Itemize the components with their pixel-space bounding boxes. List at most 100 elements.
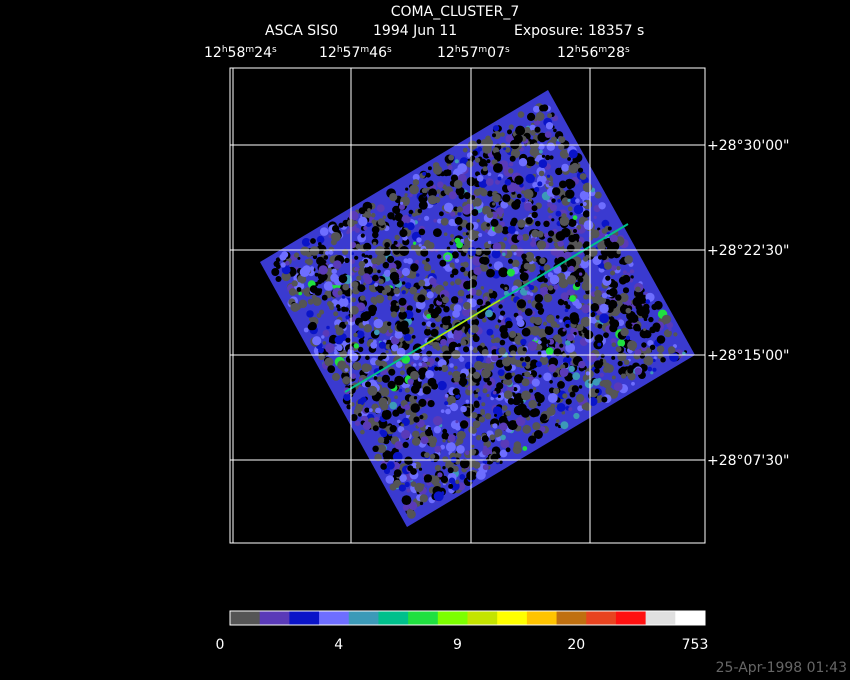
pixel-blob <box>424 328 432 336</box>
pixel-blob <box>372 241 377 246</box>
pixel-blob <box>537 351 542 355</box>
pixel-blob <box>531 211 538 219</box>
pixel-blob <box>474 360 484 371</box>
dec-labels: +28°30'00" +28°22'30" +28°15'00" +28°07'30" <box>707 138 789 469</box>
pixel-blob <box>629 314 639 323</box>
pixel-blob <box>600 249 606 255</box>
pixel-blob <box>486 393 490 397</box>
pixel-blob <box>553 128 557 133</box>
pixel-blob <box>475 249 482 256</box>
pixel-blob <box>302 265 311 274</box>
pixel-blob <box>499 449 508 458</box>
pixel-blob <box>528 399 538 409</box>
pixel-blob <box>291 280 298 287</box>
pixel-blob <box>464 323 471 329</box>
pixel-blob <box>404 404 410 411</box>
pixel-blob <box>517 310 523 315</box>
pixel-blob <box>634 349 642 356</box>
pixel-blob <box>547 393 558 403</box>
pixel-blob <box>514 175 524 185</box>
pixel-blob <box>394 212 404 222</box>
pixel-blob <box>459 474 466 480</box>
pixel-blob <box>482 388 488 394</box>
pixel-blob <box>521 362 527 367</box>
pixel-blob <box>389 401 398 410</box>
pixel-blob <box>367 208 371 212</box>
pixel-blob <box>425 370 434 379</box>
pixel-blob <box>584 330 594 340</box>
pixel-blob <box>605 275 611 281</box>
pixel-blob <box>415 464 420 468</box>
pixel-blob <box>616 266 621 271</box>
pixel-blob <box>441 316 451 326</box>
pixel-blob <box>405 187 409 191</box>
pixel-blob <box>566 258 577 269</box>
pixel-blob <box>533 430 543 439</box>
pixel-blob <box>535 302 543 311</box>
pixel-blob <box>396 321 407 332</box>
pixel-blob <box>595 286 599 290</box>
pixel-blob <box>529 124 536 132</box>
ra-label: 12h58m24s <box>204 45 277 61</box>
pixel-blob <box>522 446 528 451</box>
pixel-blob <box>515 125 526 136</box>
pixel-blob <box>445 408 451 415</box>
pixel-blob <box>425 172 431 178</box>
pixel-blob <box>371 257 378 265</box>
pixel-blob <box>455 425 461 431</box>
pixel-blob <box>508 124 514 130</box>
pixel-blob <box>420 248 429 257</box>
pixel-blob <box>410 317 415 321</box>
pixel-blob <box>350 414 358 422</box>
pixel-blob <box>429 277 437 285</box>
pixel-blob <box>507 233 512 238</box>
pixel-blob <box>575 393 585 403</box>
pixel-blob <box>373 395 380 402</box>
pixel-blob <box>451 268 459 276</box>
pixel-blob <box>455 479 460 484</box>
pixel-blob <box>598 202 606 210</box>
pixel-blob <box>648 316 654 323</box>
pixel-blob <box>454 237 461 244</box>
pixel-blob <box>443 281 449 287</box>
pixel-blob <box>478 233 483 237</box>
ra-label: 12h57m07s <box>437 45 510 61</box>
pixel-blob <box>422 192 427 197</box>
pixel-blob <box>529 147 539 157</box>
pixel-blob <box>418 243 422 247</box>
exposure: Exposure: 18357 s <box>514 23 644 39</box>
pixel-blob <box>450 211 456 217</box>
pixel-blob <box>543 264 551 272</box>
pixel-blob <box>498 315 504 321</box>
pixel-blob <box>487 380 492 386</box>
pixel-blob <box>312 254 318 260</box>
pixel-blob <box>442 296 449 304</box>
pixel-blob <box>449 262 455 268</box>
pixel-blob <box>508 168 514 174</box>
pixel-blob <box>650 371 654 375</box>
pixel-blob <box>505 320 513 329</box>
pixel-blob <box>377 356 382 360</box>
pixel-blob <box>418 467 423 471</box>
pixel-blob <box>643 355 654 366</box>
pixel-blob <box>501 226 510 235</box>
pixel-blob <box>459 356 465 362</box>
pixel-blob <box>545 154 551 161</box>
pixel-blob <box>429 440 436 448</box>
pixel-blob <box>399 246 410 256</box>
pixel-blob <box>536 344 543 351</box>
pixel-blob <box>586 352 597 363</box>
pixel-blob <box>406 488 411 493</box>
pixel-blob <box>475 171 480 177</box>
pixel-blob <box>531 378 540 387</box>
pixel-blob <box>493 152 502 160</box>
pixel-blob <box>383 269 392 277</box>
pixel-blob <box>546 174 551 178</box>
pixel-blob <box>416 237 422 243</box>
pixel-blob <box>448 154 455 161</box>
colorbar-swatch <box>615 611 647 625</box>
colorbar-swatch <box>437 611 468 625</box>
pixel-blob <box>367 385 378 396</box>
pixel-blob <box>626 272 631 277</box>
pixel-blob <box>411 437 421 446</box>
